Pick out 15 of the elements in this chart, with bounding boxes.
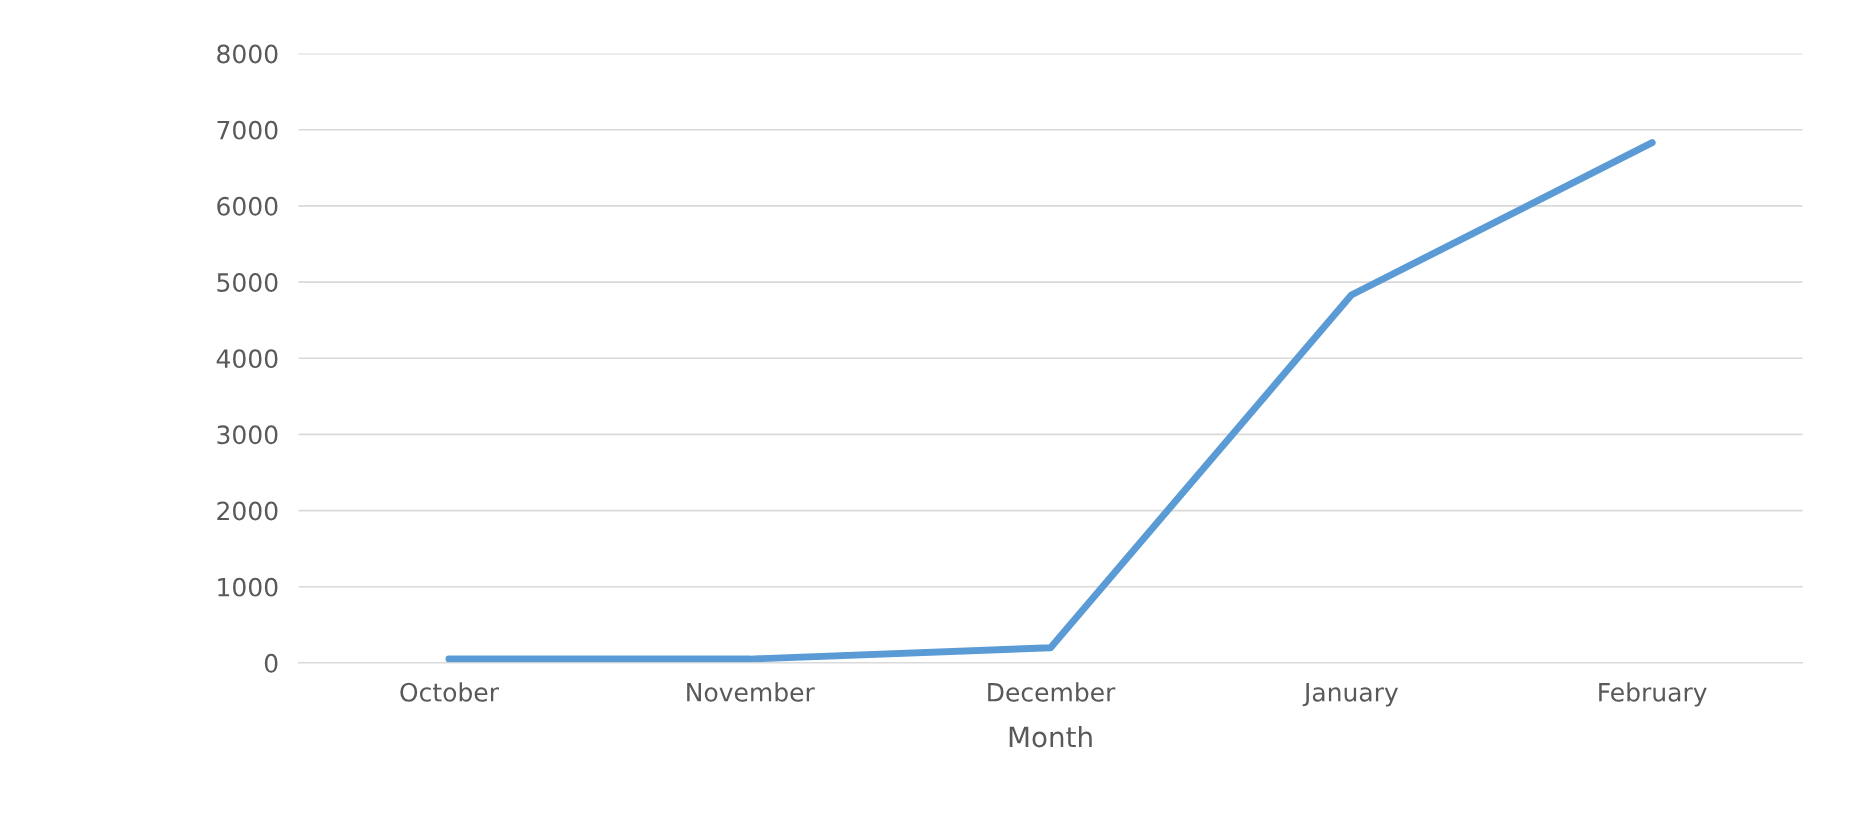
y-tick-label: 2000	[217, 501, 278, 521]
x-tick-label: October	[400, 682, 499, 702]
x-tick-label: November	[687, 682, 815, 702]
y-tick-label: 6000	[217, 196, 278, 216]
y-tick-label: 1000	[218, 577, 278, 597]
y-tick-label: 0	[264, 653, 278, 673]
y-tick-label: 3000	[217, 425, 278, 445]
x-tick-label: January	[1302, 683, 1398, 707]
y-tick-label: 8000	[217, 44, 278, 64]
y-tick-label: 7000	[217, 120, 278, 140]
x-axis-title: Month	[1009, 725, 1092, 748]
y-tick-label: 4000	[216, 349, 278, 369]
x-tick-label: February	[1599, 682, 1707, 707]
x-tick-label: December	[988, 682, 1116, 702]
y-tick-label: 5000	[217, 273, 278, 292]
